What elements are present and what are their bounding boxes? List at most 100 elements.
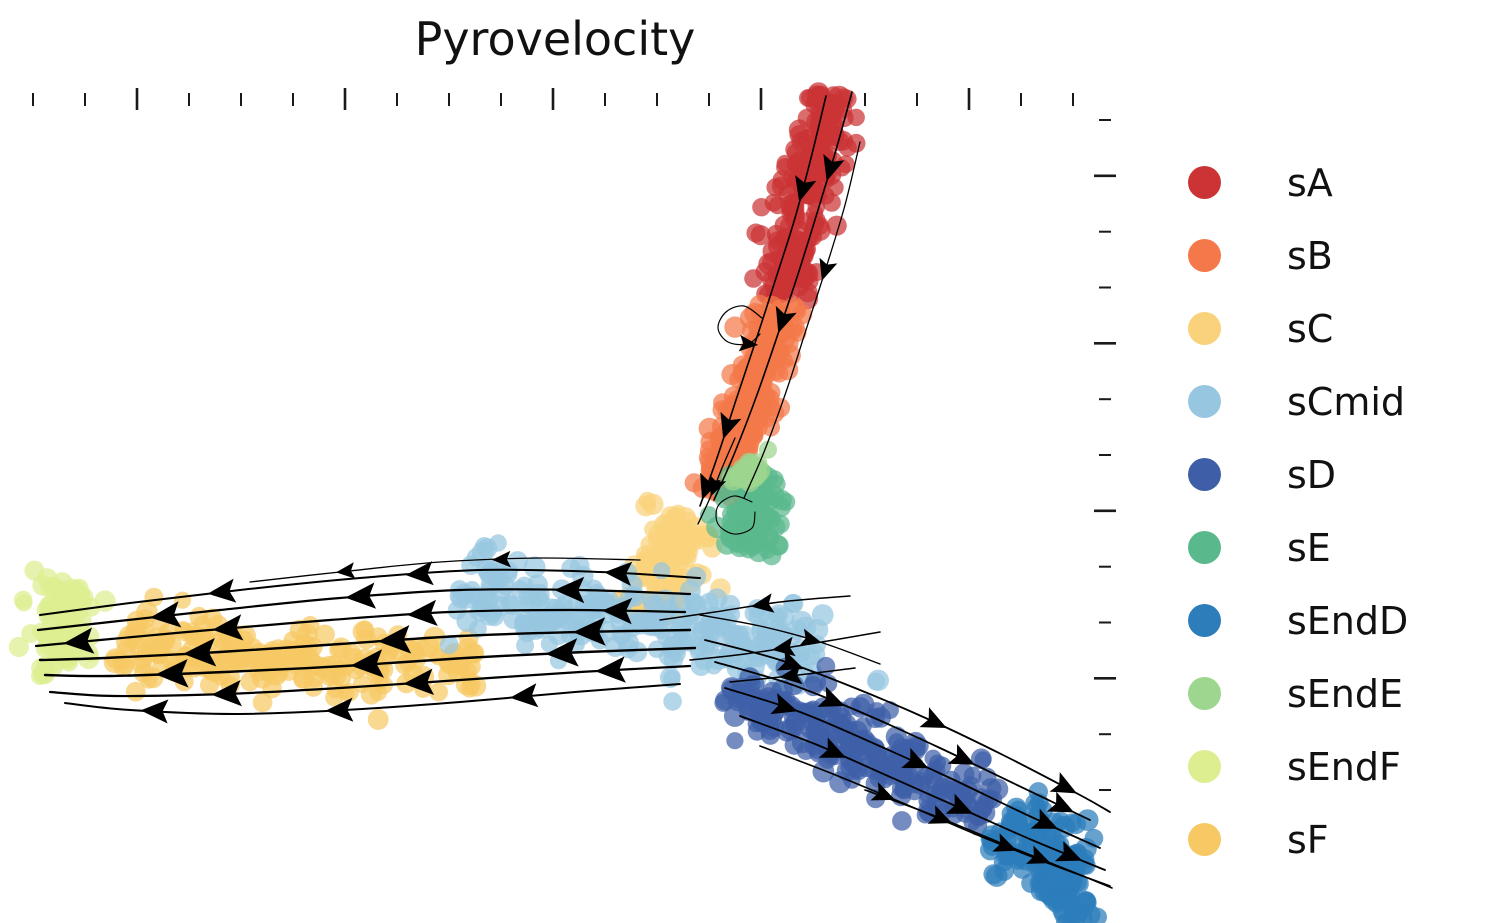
scatter-point: [1051, 811, 1070, 831]
streamline-arrow-icon: [771, 636, 796, 657]
scatter-point: [736, 522, 758, 543]
scatter-point: [523, 556, 546, 579]
streamline-arrow-icon: [602, 597, 633, 625]
streamline-arrow-icon: [799, 628, 822, 646]
scatter-point: [742, 381, 764, 403]
scatter-point: [754, 506, 773, 525]
scatter-point: [542, 598, 561, 617]
streamline: [699, 614, 881, 665]
streamline-arrow-icon: [901, 747, 929, 769]
scatter-point: [764, 193, 783, 212]
streamline-arrow-icon: [183, 638, 217, 667]
streamline-arrow-icon: [325, 697, 354, 722]
streamline-arrow-icon: [595, 656, 626, 683]
scatter-point: [797, 230, 817, 250]
legend-marker-icon: [1188, 166, 1221, 199]
streamline-arrow-icon: [336, 562, 356, 579]
scatter-point: [659, 519, 677, 537]
scatter-point: [471, 541, 494, 564]
scatter-point: [489, 580, 512, 603]
scatter-point: [304, 677, 323, 697]
scatter-point: [746, 223, 766, 243]
streamline-arrow-icon: [1026, 845, 1051, 864]
scatter-point: [771, 279, 789, 298]
scatter-point: [824, 105, 843, 124]
legend-marker-icon: [1188, 677, 1221, 710]
scatter-point: [54, 584, 75, 605]
streamline-arrow-icon: [1046, 791, 1075, 813]
scatter-point: [514, 611, 535, 633]
streamlines: [34, 91, 1113, 889]
streamline-arrow-icon: [207, 578, 237, 603]
scatter-point: [407, 637, 430, 660]
streamline-arrow-icon: [1030, 808, 1058, 829]
scatter-point: [895, 743, 915, 763]
streamline-arrow-icon: [823, 154, 845, 182]
streamline-arrow-icon: [377, 625, 412, 654]
scatter-point: [675, 527, 697, 549]
scatter-point: [726, 732, 744, 750]
streamline-arrow-icon: [947, 744, 975, 765]
scatter-point: [694, 651, 713, 670]
scatter-point: [915, 768, 934, 787]
streamline: [34, 608, 687, 648]
streamline-arrow-icon: [1054, 841, 1083, 862]
scatter-point: [668, 591, 690, 614]
scatter-point: [969, 808, 988, 827]
scatter-point: [260, 662, 280, 682]
scatter-point: [1058, 889, 1076, 908]
streamline-arrow-icon: [776, 649, 804, 671]
streamline: [743, 141, 861, 499]
axis-ticks: [32, 88, 1116, 791]
scatter-point: [924, 749, 942, 767]
scatter-point: [154, 630, 176, 652]
legend-marker-icon: [1188, 385, 1221, 418]
scatter-point: [456, 610, 478, 632]
scatter-point: [36, 600, 56, 620]
scatter-point: [144, 587, 164, 607]
scatter-point: [1079, 904, 1101, 923]
streamline-arrow-icon: [491, 550, 511, 568]
scatter-point: [812, 760, 835, 783]
streamline-arrow-icon: [509, 683, 539, 708]
streamline-arrow-icon: [212, 614, 244, 641]
scatter-point: [867, 739, 885, 757]
streamline: [714, 661, 1091, 821]
scatter-point: [761, 545, 782, 566]
streamline: [699, 95, 827, 507]
scatter-point: [531, 617, 552, 639]
streamline-arrow-icon: [1049, 772, 1077, 794]
scatter-points: [8, 82, 1107, 923]
scatter-point: [783, 594, 804, 614]
legend-label: sEndD: [1287, 598, 1409, 643]
streamline: [715, 495, 756, 535]
scatter-point: [367, 709, 389, 730]
streamline-arrow-icon: [927, 805, 953, 824]
scatter-point: [1037, 877, 1055, 895]
legend-item-sA: sA: [1188, 146, 1408, 219]
scatter-point: [37, 627, 57, 647]
scatter-point: [136, 643, 156, 662]
scatter-point: [465, 586, 483, 605]
legend-label: sF: [1287, 817, 1329, 862]
scatter-point: [478, 604, 501, 626]
scatter-point: [714, 693, 733, 712]
scatter-point: [771, 497, 791, 518]
streamline-arrow-icon: [345, 582, 377, 609]
scatter-point: [643, 614, 665, 637]
streamline-arrow-icon: [870, 782, 896, 801]
legend-item-sEndE: sEndE: [1188, 657, 1408, 730]
legend-label: sCmid: [1287, 379, 1406, 424]
streamline: [39, 568, 701, 616]
scatter-point: [720, 527, 742, 549]
legend-label: sC: [1287, 306, 1334, 351]
streamline-arrow-icon: [720, 411, 742, 440]
legend: sA sB sC sCmid sD sE sEndD sEndE sEndF sF: [1188, 146, 1408, 876]
streamline-arrow-icon: [63, 627, 95, 654]
scatter-point: [749, 696, 768, 715]
scatter-point: [985, 865, 1008, 887]
legend-marker-icon: [1188, 239, 1221, 272]
scatter-point: [249, 642, 269, 663]
streamline-arrow-icon: [818, 737, 847, 758]
